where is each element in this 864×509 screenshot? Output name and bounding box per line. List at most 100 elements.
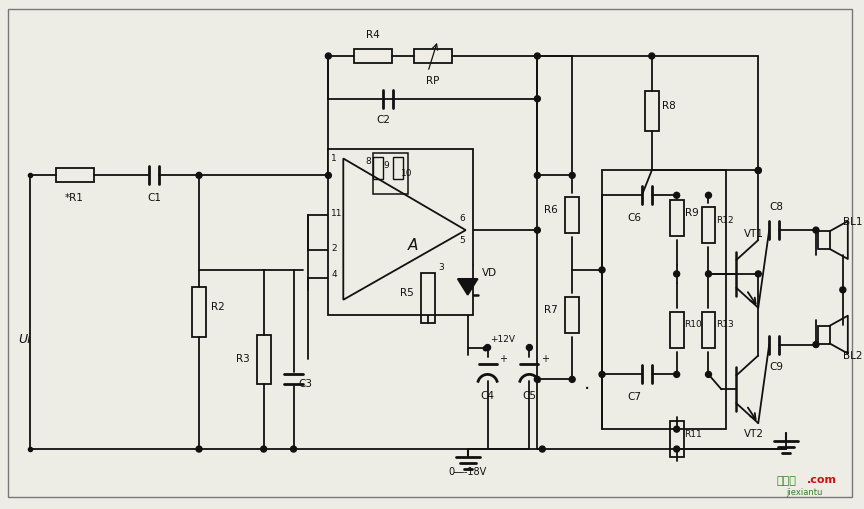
Bar — [565, 197, 579, 233]
Text: R4: R4 — [366, 30, 380, 40]
Text: 4: 4 — [332, 270, 337, 279]
Text: 2: 2 — [332, 243, 337, 252]
Circle shape — [649, 53, 655, 59]
Circle shape — [534, 227, 540, 233]
Polygon shape — [458, 279, 478, 295]
Circle shape — [539, 446, 545, 452]
Text: R3: R3 — [236, 354, 250, 364]
Text: Ui: Ui — [18, 333, 31, 346]
Circle shape — [485, 345, 491, 351]
Bar — [670, 200, 683, 236]
Text: VT1: VT1 — [744, 229, 765, 239]
Text: C8: C8 — [769, 202, 783, 212]
Circle shape — [674, 192, 680, 199]
Circle shape — [196, 173, 202, 178]
Text: C9: C9 — [769, 362, 783, 373]
Text: C2: C2 — [376, 115, 391, 125]
Bar — [818, 326, 830, 344]
Circle shape — [755, 167, 761, 174]
Text: R6: R6 — [544, 205, 558, 215]
Text: BL1: BL1 — [843, 217, 862, 227]
Text: C5: C5 — [523, 391, 537, 401]
Circle shape — [196, 446, 202, 452]
Circle shape — [326, 53, 332, 59]
Text: R12: R12 — [716, 216, 734, 224]
Bar — [373, 157, 383, 179]
Circle shape — [813, 227, 819, 233]
Bar — [670, 312, 683, 348]
Circle shape — [755, 271, 761, 277]
Text: C1: C1 — [147, 193, 162, 203]
Bar — [354, 49, 392, 63]
Text: 0―-18V: 0―-18V — [448, 467, 486, 477]
Text: R5: R5 — [400, 288, 414, 298]
Bar — [702, 207, 715, 243]
Circle shape — [534, 96, 540, 102]
Text: 9: 9 — [383, 161, 389, 170]
Circle shape — [526, 345, 532, 351]
Text: +: + — [542, 354, 550, 364]
Text: 1: 1 — [332, 154, 337, 163]
Text: .com: .com — [807, 475, 837, 485]
Text: R8: R8 — [662, 101, 676, 111]
Circle shape — [534, 53, 540, 59]
Bar — [257, 334, 270, 384]
Text: R7: R7 — [544, 305, 558, 315]
Circle shape — [706, 192, 711, 199]
Bar — [192, 287, 206, 336]
Text: RP: RP — [426, 76, 440, 86]
Bar — [328, 149, 473, 315]
Circle shape — [674, 426, 680, 432]
Text: VT2: VT2 — [744, 429, 765, 439]
Text: 11: 11 — [332, 209, 343, 218]
Text: 8: 8 — [365, 157, 371, 166]
Bar — [818, 231, 830, 249]
Bar — [373, 153, 408, 194]
Text: +12V: +12V — [490, 335, 515, 344]
Bar — [645, 91, 658, 131]
Circle shape — [755, 167, 761, 174]
Circle shape — [706, 271, 711, 277]
Text: VD: VD — [481, 268, 497, 278]
Text: R13: R13 — [716, 320, 734, 329]
Text: R10: R10 — [684, 320, 702, 329]
Bar — [702, 312, 715, 348]
Text: C6: C6 — [628, 213, 642, 223]
Circle shape — [326, 173, 332, 178]
Circle shape — [599, 372, 605, 377]
Text: 3: 3 — [438, 264, 443, 272]
Text: ·: · — [584, 380, 590, 399]
Circle shape — [706, 372, 711, 377]
Circle shape — [534, 376, 540, 382]
Text: +: + — [499, 354, 507, 364]
Text: 6: 6 — [460, 214, 466, 222]
Bar — [670, 421, 683, 457]
Text: BL2: BL2 — [843, 352, 862, 361]
Circle shape — [569, 376, 575, 382]
Bar — [602, 171, 727, 429]
Circle shape — [813, 342, 819, 348]
Text: 10: 10 — [401, 169, 412, 178]
Bar — [565, 297, 579, 332]
Text: A: A — [408, 238, 418, 252]
Text: jiexiantu: jiexiantu — [786, 488, 823, 497]
Text: C3: C3 — [299, 379, 313, 389]
Bar — [55, 168, 93, 182]
Circle shape — [674, 271, 680, 277]
Text: R11: R11 — [684, 430, 702, 439]
Circle shape — [569, 173, 575, 178]
Text: R9: R9 — [684, 208, 698, 218]
Bar — [393, 157, 403, 179]
Circle shape — [290, 446, 296, 452]
Text: C7: C7 — [628, 392, 642, 402]
Text: 接线图: 接线图 — [776, 476, 796, 486]
Text: C4: C4 — [480, 391, 494, 401]
Circle shape — [674, 372, 680, 377]
Text: 5: 5 — [460, 236, 466, 244]
Circle shape — [674, 446, 680, 452]
Text: *R1: *R1 — [65, 193, 84, 203]
Text: R2: R2 — [211, 302, 225, 312]
Bar — [421, 273, 435, 323]
Circle shape — [261, 446, 267, 452]
Circle shape — [599, 267, 605, 273]
